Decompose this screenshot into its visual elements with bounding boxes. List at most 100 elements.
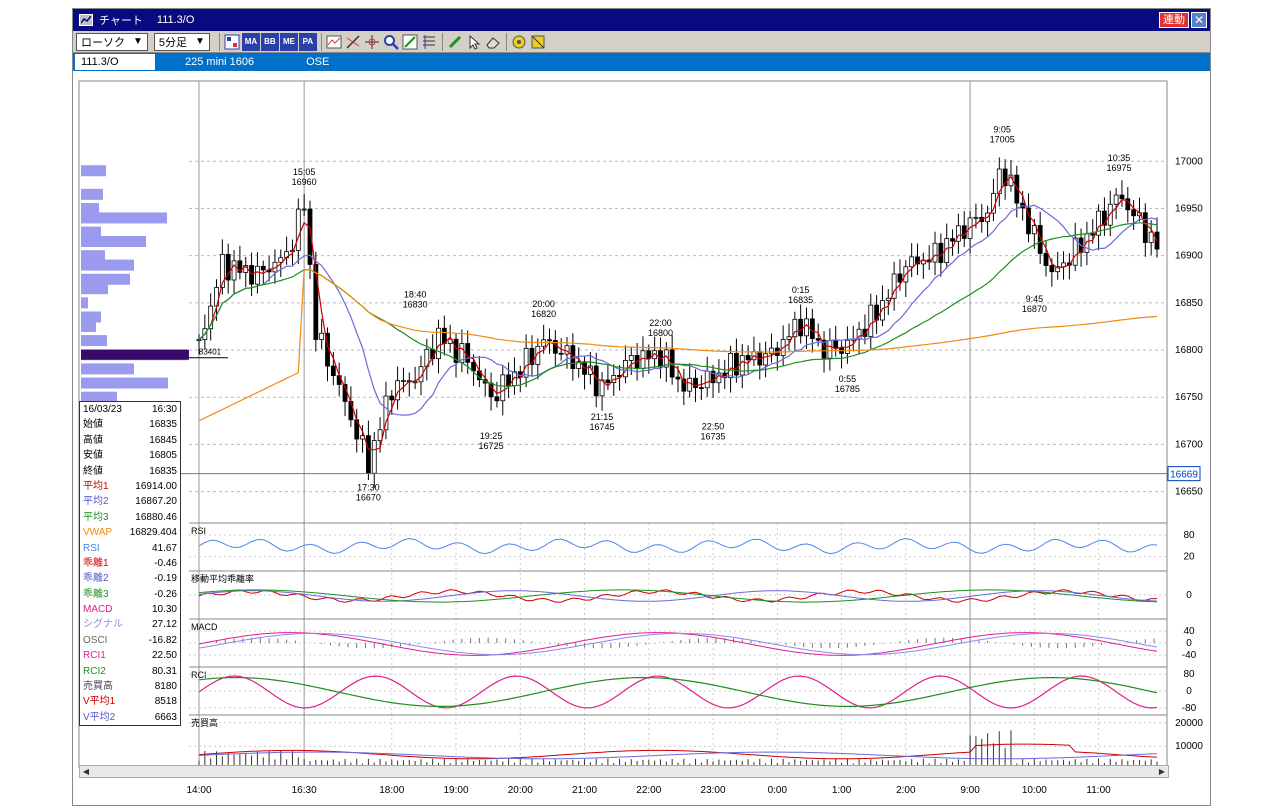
close-button[interactable]: ✕: [1191, 12, 1207, 28]
ma-button[interactable]: MA: [241, 32, 260, 51]
candle-body: [880, 300, 885, 321]
data-value: 16835: [149, 465, 177, 477]
candle-body: [401, 380, 406, 383]
data-label: 売買高: [83, 681, 113, 693]
candle-body: [558, 352, 564, 355]
panel-tick-label: 0: [1186, 638, 1192, 649]
volume-profile-poc: [81, 349, 189, 360]
current-price-label: 16669: [1170, 470, 1198, 481]
zoom-button[interactable]: [382, 33, 400, 51]
chevron-down-icon: ▼: [195, 36, 205, 47]
candle-body: [1014, 174, 1020, 204]
data-label: 平均3: [83, 511, 109, 523]
price-tick-label: 16700: [1175, 439, 1203, 450]
data-row: シグナル 27.12: [80, 617, 180, 632]
candle-body: [950, 238, 955, 242]
data-label: OSCI: [83, 634, 108, 646]
eraser-button[interactable]: [484, 33, 502, 51]
candle-body: [307, 208, 313, 265]
line-chart-button[interactable]: [325, 33, 343, 51]
annotation-price: 16785: [835, 384, 860, 394]
price-chart[interactable]: 17000 16950 16900 16850 16800 16750 16700 16650…: [73, 71, 1210, 804]
data-row: 高値 16845: [80, 433, 180, 448]
scroll-right-icon[interactable]: ▶: [1158, 767, 1166, 776]
clear-icon: [531, 35, 545, 48]
rci1-line: [198, 675, 1158, 709]
cross-line-button[interactable]: [363, 33, 381, 51]
candle-body: [219, 253, 225, 288]
candle-body: [278, 257, 284, 263]
time-tick-label: 0:00: [768, 785, 788, 796]
candle-body: [301, 208, 307, 211]
candle-body: [1090, 233, 1096, 236]
data-row: VWAP 16829.404: [80, 525, 180, 540]
pen-icon: [448, 35, 461, 48]
candle-body: [348, 400, 354, 421]
print-button[interactable]: [510, 33, 528, 51]
settings-grid-icon: [224, 34, 240, 49]
pa-button[interactable]: PA: [298, 32, 317, 51]
bb-button[interactable]: BB: [260, 32, 279, 51]
candle-body: [698, 387, 704, 389]
candle-body: [1002, 168, 1008, 187]
time-tick-label: 1:00: [832, 785, 852, 796]
horizontal-scrollbar[interactable]: ◀ ▶: [79, 765, 1169, 778]
candle-body: [961, 225, 967, 239]
volume-profile-bar: [81, 188, 103, 200]
magnifier-icon: [383, 34, 399, 50]
candle-body: [1119, 194, 1125, 200]
panel-tick-label: 80: [1183, 530, 1195, 541]
candle-body: [681, 378, 687, 392]
clear-drawing-button[interactable]: [529, 33, 547, 51]
candle-body: [1043, 253, 1049, 266]
indicator-settings-button[interactable]: [223, 33, 241, 51]
trend-line-button[interactable]: [344, 33, 362, 51]
data-row: 16/03/23 16:30: [80, 402, 180, 417]
symbol-info-bar: 111.3/O 225 mini 1606 OSE: [73, 53, 1210, 71]
annotation-price: 16870: [1022, 304, 1047, 314]
data-row: 終値 16835: [80, 464, 180, 479]
volume-profile-bar: [81, 273, 130, 285]
candle-body: [465, 343, 471, 363]
signal-line: [198, 632, 1158, 656]
data-value: 41.67: [151, 542, 177, 554]
candle-body: [815, 338, 821, 341]
candle-body: [955, 225, 961, 242]
time-tick-label: 23:00: [701, 785, 726, 796]
scroll-left-icon[interactable]: ◀: [82, 767, 90, 776]
drawing-tool-icon: [402, 34, 418, 49]
candle-body: [377, 429, 383, 442]
panel-label: RCI: [191, 670, 207, 680]
panel-tick-label: -80: [1182, 703, 1197, 714]
data-value: 80.31: [151, 665, 177, 677]
candle-body: [225, 253, 231, 281]
pointer-button[interactable]: [465, 33, 483, 51]
candle-body: [628, 355, 634, 361]
volume-profile-bar: [81, 236, 146, 248]
vwap-line: [198, 268, 1158, 422]
data-value: 16:30: [151, 404, 177, 415]
crosshair-icon: [364, 34, 379, 49]
annotation-time: 10:35: [1108, 153, 1131, 163]
volume-profile-bar: [81, 297, 88, 309]
toolbar-divider: [441, 32, 443, 51]
interval-select[interactable]: 5分足 ▼: [153, 32, 210, 51]
fibonacci-button[interactable]: [420, 33, 438, 51]
candle-body: [798, 318, 804, 337]
data-value: 10.30: [151, 604, 177, 616]
volume-profile-bar: [81, 212, 167, 224]
candle-body: [529, 347, 535, 365]
pen-button[interactable]: [446, 33, 464, 51]
candle-body: [675, 376, 681, 380]
drawing-tool-button[interactable]: [401, 33, 419, 51]
time-tick-label: 14:00: [186, 785, 211, 796]
link-toggle-button[interactable]: 連動: [1159, 12, 1189, 28]
chart-type-select[interactable]: ローソク ▼: [76, 32, 148, 51]
deviation3-line: [198, 589, 1158, 603]
me-button[interactable]: ME: [279, 32, 298, 51]
annotation-time: 20:00: [532, 299, 555, 309]
annotation-time: 22:00: [649, 318, 672, 328]
data-label: RCI2: [83, 665, 106, 677]
data-value: 16829.404: [129, 527, 177, 539]
panel-tick-label: 10000: [1175, 741, 1203, 752]
